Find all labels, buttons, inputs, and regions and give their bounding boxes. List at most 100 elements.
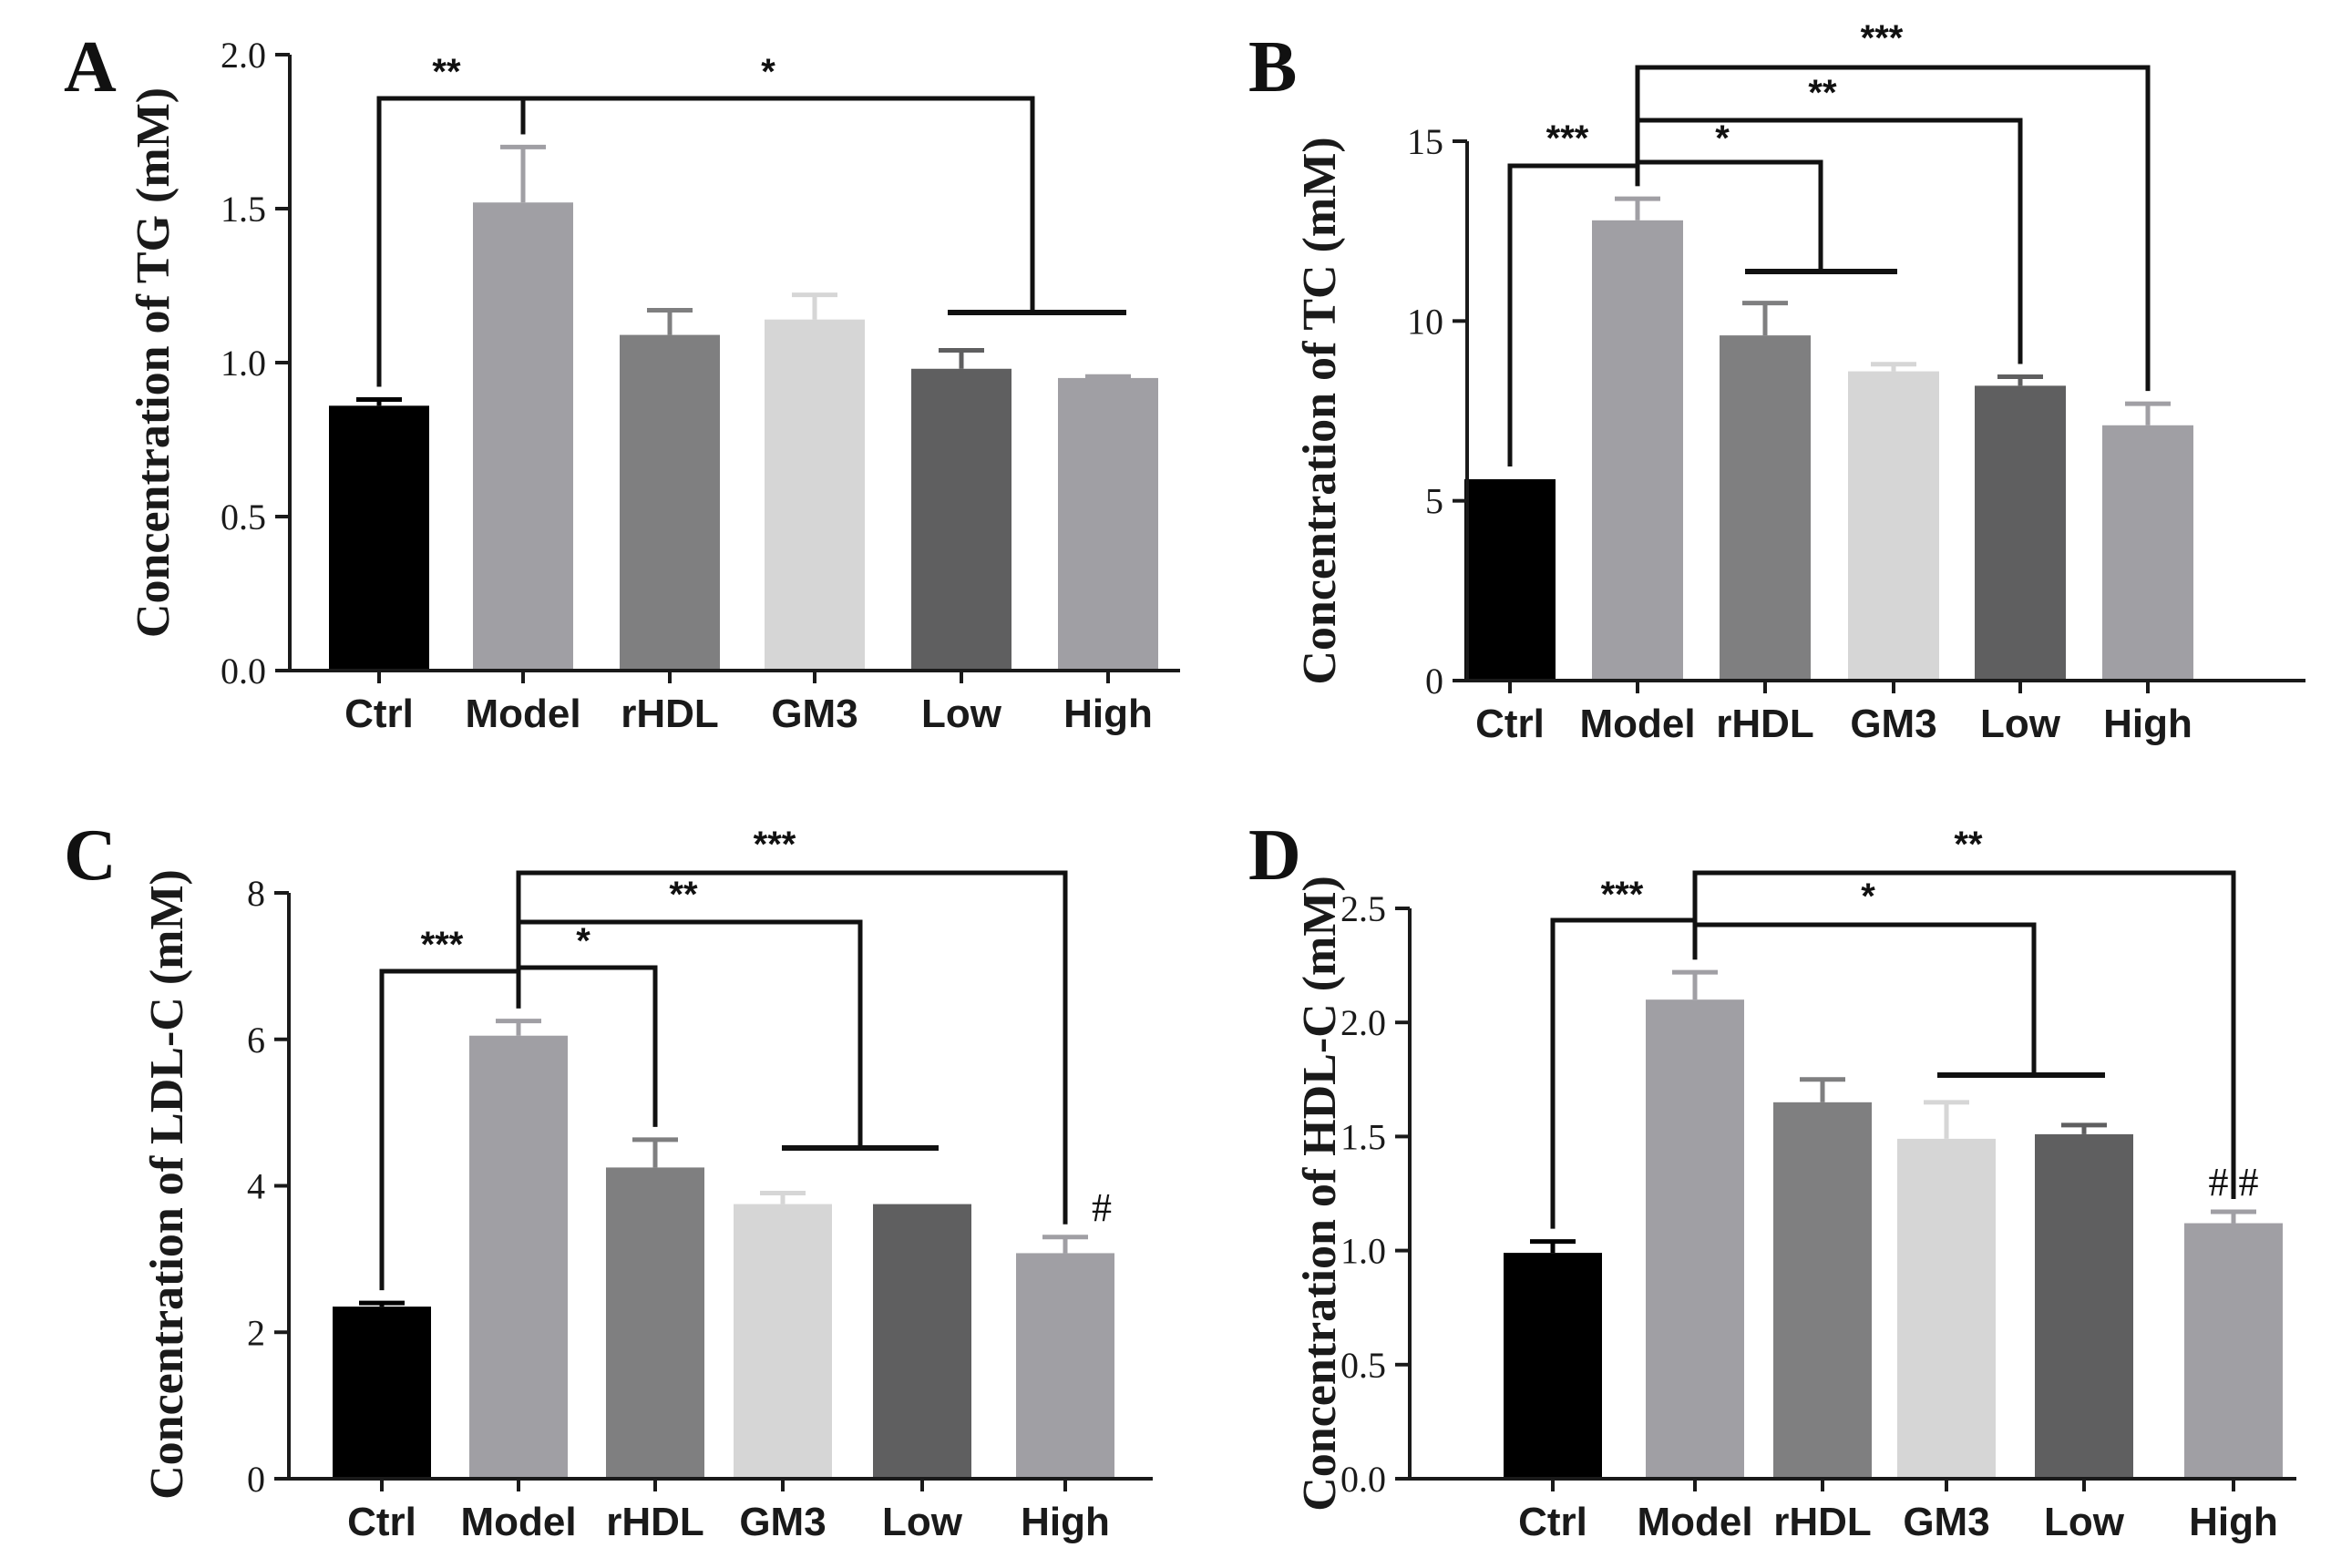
significance-label: *** [421, 925, 464, 965]
bar-gm3 [1897, 1138, 1996, 1479]
bar-model [1646, 999, 1744, 1479]
x-tick-label: GM3 [1903, 1500, 1989, 1544]
significance-label: *** [1861, 18, 1904, 58]
bar-ctrl [333, 1307, 431, 1479]
panel-label: B [1248, 27, 1297, 108]
bar-gm3 [1848, 371, 1939, 681]
bar-model [473, 202, 573, 671]
x-tick-label: rHDL [1716, 702, 1814, 746]
significance-label: * [1715, 118, 1730, 159]
bar-high [2184, 1223, 2283, 1479]
y-tick-label: 0.5 [221, 497, 266, 538]
x-tick-label: rHDL [606, 1500, 704, 1544]
bar-low [2035, 1133, 2133, 1479]
x-tick-label: Low [921, 692, 1002, 736]
y-tick-label: 1.5 [1340, 1116, 1386, 1157]
x-tick-label: rHDL [621, 692, 719, 736]
y-axis-title: Concentration of TG (mM) [128, 87, 180, 638]
y-tick-label: 2.0 [1340, 1002, 1386, 1043]
y-tick-label: 0.0 [1340, 1459, 1386, 1500]
x-tick-label: GM3 [1850, 702, 1936, 746]
y-tick-label: 15 [1407, 121, 1443, 162]
significance-bracket [516, 870, 1068, 1225]
panel-c: C Concentration of LDL-C (mM) Ctrl Model rHD… [64, 815, 1153, 1544]
x-tick-label: Ctrl [1475, 702, 1545, 746]
bar-ctrl [1504, 1253, 1602, 1479]
y-axis-title: Concentration of LDL-C (mM) [141, 869, 193, 1500]
y-tick-label: 2.5 [1340, 888, 1386, 929]
x-tick-label: High [1021, 1500, 1110, 1544]
significance-bracket [1635, 65, 2151, 392]
significance-label: * [576, 921, 590, 961]
x-tick-label: Ctrl [344, 692, 414, 736]
bar-low [911, 368, 1011, 671]
y-tick-label: 8 [247, 873, 265, 914]
x-tick-label: Model [460, 1500, 576, 1544]
significance-label: ** [432, 52, 461, 92]
x-tick-label: Ctrl [347, 1500, 416, 1544]
significance-bracket [1692, 870, 2236, 1200]
panel-label: C [64, 815, 117, 896]
significance-label: * [1861, 876, 1875, 917]
panel-b: B Concentration of TC (mM) Ctrl Model rHDL GM… [1248, 18, 2305, 746]
hash-marker: # [1092, 1185, 1112, 1230]
y-tick-label: 0 [1425, 661, 1443, 702]
bar-ctrl [329, 405, 429, 671]
significance-label: ** [669, 875, 698, 915]
bar-gm3 [734, 1204, 832, 1479]
bar-ctrl [1464, 478, 1556, 681]
y-tick-label: 4 [247, 1166, 265, 1207]
bar-rhdl [620, 334, 720, 671]
x-tick-label: Model [1579, 702, 1695, 746]
x-tick-label: Model [465, 692, 580, 736]
y-tick-label: 2 [247, 1312, 265, 1353]
y-tick-label: 1.0 [221, 343, 266, 384]
bar-model [469, 1035, 568, 1479]
bar-high [1016, 1253, 1114, 1479]
y-tick-label: 2.0 [221, 35, 266, 76]
y-axis-title: Concentration of TC (mM) [1294, 137, 1346, 684]
significance-label: *** [1546, 118, 1589, 159]
x-tick-label: GM3 [771, 692, 857, 736]
hash-marker: # # [2209, 1160, 2259, 1204]
y-tick-label: 1.0 [1340, 1231, 1386, 1272]
x-tick-label: High [1063, 692, 1153, 736]
x-tick-label: Ctrl [1518, 1500, 1587, 1544]
bar-model [1592, 220, 1683, 681]
bar-rhdl [606, 1167, 704, 1479]
significance-label: ** [1954, 825, 1983, 865]
y-tick-label: 6 [247, 1020, 265, 1061]
x-tick-label: Low [1980, 702, 2061, 746]
y-tick-label: 0 [247, 1459, 265, 1500]
bar-rhdl [1773, 1102, 1872, 1479]
bar-gm3 [765, 319, 865, 671]
significance-bracket [520, 96, 1035, 313]
x-tick-label: High [2103, 702, 2192, 746]
y-tick-label: 5 [1425, 481, 1443, 522]
x-tick-label: High [2189, 1500, 2278, 1544]
bar-low [1975, 385, 2066, 681]
significance-label: * [761, 52, 775, 92]
bar-high [2102, 425, 2193, 681]
y-axis-title: Concentration of HDL-C (mM) [1294, 876, 1346, 1512]
bar-low [873, 1204, 971, 1479]
panel-label: A [64, 27, 117, 108]
y-tick-label: 10 [1407, 301, 1443, 342]
x-tick-label: Low [882, 1500, 963, 1544]
bar-high [1058, 377, 1158, 671]
y-tick-label: 0.0 [221, 651, 266, 692]
significance-label: ** [1808, 73, 1837, 113]
bar-rhdl [1720, 335, 1811, 681]
x-tick-label: rHDL [1773, 1500, 1872, 1544]
x-tick-label: Low [2044, 1500, 2125, 1544]
significance-label: *** [1601, 875, 1644, 915]
y-tick-label: 1.5 [221, 189, 266, 230]
x-tick-label: GM3 [739, 1500, 826, 1544]
y-tick-label: 0.5 [1340, 1345, 1386, 1386]
panel-label: D [1248, 815, 1301, 896]
x-tick-label: Model [1637, 1500, 1752, 1544]
significance-label: *** [754, 825, 796, 865]
